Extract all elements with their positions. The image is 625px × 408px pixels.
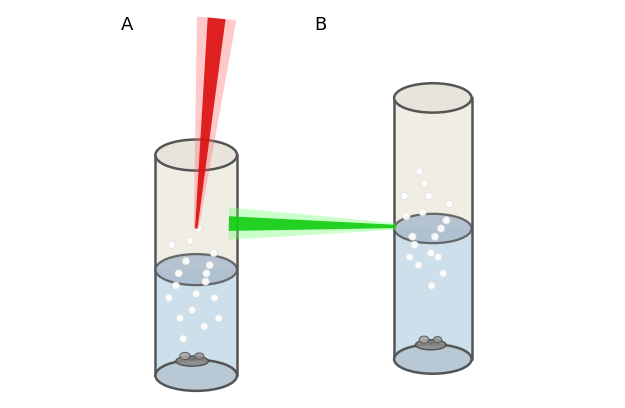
Ellipse shape <box>406 253 413 261</box>
Ellipse shape <box>179 335 187 342</box>
Ellipse shape <box>425 192 432 200</box>
Polygon shape <box>194 16 236 229</box>
Ellipse shape <box>156 140 237 171</box>
Ellipse shape <box>409 233 416 240</box>
Ellipse shape <box>215 315 222 322</box>
Ellipse shape <box>433 337 442 343</box>
Ellipse shape <box>165 294 172 302</box>
Ellipse shape <box>427 339 434 344</box>
Ellipse shape <box>394 83 472 113</box>
Ellipse shape <box>206 262 213 269</box>
Ellipse shape <box>156 360 237 391</box>
Text: B: B <box>314 16 327 34</box>
Ellipse shape <box>402 213 410 220</box>
Ellipse shape <box>180 353 190 359</box>
Ellipse shape <box>427 249 434 257</box>
Polygon shape <box>229 207 396 240</box>
Ellipse shape <box>192 290 200 297</box>
Ellipse shape <box>188 355 196 361</box>
Ellipse shape <box>211 294 218 302</box>
Polygon shape <box>156 270 237 375</box>
Ellipse shape <box>439 270 447 277</box>
Polygon shape <box>156 155 237 270</box>
Ellipse shape <box>442 217 450 224</box>
Ellipse shape <box>176 356 209 366</box>
Ellipse shape <box>194 225 202 232</box>
Text: A: A <box>121 16 133 34</box>
Ellipse shape <box>189 306 196 314</box>
Ellipse shape <box>186 237 194 244</box>
Polygon shape <box>195 18 226 228</box>
Ellipse shape <box>202 278 209 285</box>
Ellipse shape <box>411 241 418 248</box>
Ellipse shape <box>210 249 217 257</box>
Polygon shape <box>394 98 472 228</box>
Ellipse shape <box>394 344 472 374</box>
Ellipse shape <box>201 323 208 330</box>
Ellipse shape <box>176 315 184 322</box>
Ellipse shape <box>202 270 210 277</box>
Ellipse shape <box>438 225 445 232</box>
Ellipse shape <box>416 168 423 175</box>
Ellipse shape <box>172 282 179 289</box>
Ellipse shape <box>401 192 408 200</box>
Ellipse shape <box>419 208 426 216</box>
Ellipse shape <box>195 353 204 359</box>
Ellipse shape <box>446 200 453 208</box>
Ellipse shape <box>415 262 422 269</box>
Ellipse shape <box>156 254 237 285</box>
Ellipse shape <box>416 339 446 350</box>
Ellipse shape <box>434 253 442 261</box>
Ellipse shape <box>175 270 182 277</box>
Ellipse shape <box>421 180 428 187</box>
Ellipse shape <box>394 214 472 243</box>
Ellipse shape <box>182 257 190 265</box>
Ellipse shape <box>428 282 435 289</box>
Ellipse shape <box>168 241 176 248</box>
Ellipse shape <box>419 336 429 343</box>
Ellipse shape <box>431 233 439 240</box>
Polygon shape <box>394 228 472 359</box>
Polygon shape <box>229 216 396 231</box>
